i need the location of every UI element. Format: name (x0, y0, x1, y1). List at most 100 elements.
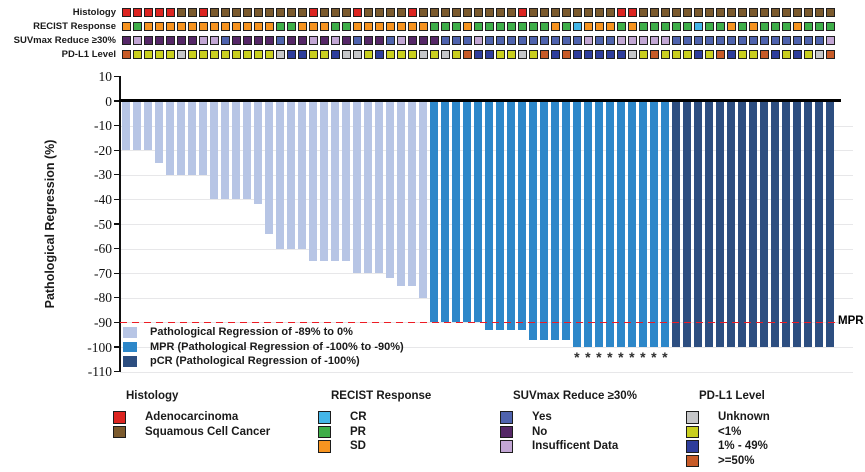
y-tick-label: -10 (94, 118, 112, 134)
waterfall-bar (506, 101, 516, 330)
waterfall-bar (429, 101, 439, 323)
annotation-square (209, 36, 219, 46)
annotation-square (682, 50, 692, 60)
annotation-square (462, 22, 472, 32)
annotation-square (572, 8, 582, 18)
annotation-square (451, 50, 461, 60)
waterfall-bar (220, 101, 230, 200)
annotation-square (308, 8, 318, 18)
waterfall-bar (187, 101, 197, 175)
y-axis-title: Pathological Regression (%) (43, 139, 57, 309)
waterfall-bar (132, 101, 142, 151)
annotation-square (825, 50, 835, 60)
annotation-square (297, 22, 307, 32)
legend-group-header: RECIST Response (331, 390, 432, 402)
annotation-square (121, 50, 131, 60)
annotation-square (143, 8, 153, 18)
annotation-square (539, 8, 549, 18)
annotation-square (583, 22, 593, 32)
annotation-square (583, 8, 593, 18)
annotation-square (143, 22, 153, 32)
annotation-square (440, 8, 450, 18)
annotation-square (715, 8, 725, 18)
annotation-square (462, 36, 472, 46)
waterfall-bar (594, 101, 604, 347)
annotation-square (561, 22, 571, 32)
waterfall-bar (660, 101, 670, 347)
annotation-square (682, 36, 692, 46)
annotation-square (429, 8, 439, 18)
waterfall-bar (297, 101, 307, 249)
waterfall-bar (495, 101, 505, 330)
annotation-square (605, 8, 615, 18)
asterisk-marker: * (574, 349, 580, 365)
waterfall-bar (275, 101, 285, 249)
annotation-square (737, 8, 747, 18)
y-tick-label: -60 (94, 241, 112, 257)
annotation-square (440, 22, 450, 32)
annotation-square (715, 22, 725, 32)
annotation-square (517, 8, 527, 18)
y-tick-mark (113, 75, 120, 78)
annotation-square (715, 50, 725, 60)
annotation-square (132, 8, 142, 18)
zero-baseline (119, 99, 841, 102)
annotation-square (176, 36, 186, 46)
annotation-square (814, 22, 824, 32)
annotation-square (748, 50, 758, 60)
annotation-square (352, 22, 362, 32)
annotation-square (418, 8, 428, 18)
annotation-square (704, 22, 714, 32)
annotation-square (484, 50, 494, 60)
waterfall-bar (583, 101, 593, 347)
annotation-square (495, 36, 505, 46)
asterisk-marker: * (662, 349, 668, 365)
annotation-square (352, 36, 362, 46)
annotation-square (418, 22, 428, 32)
waterfall-bar (341, 101, 351, 261)
annotation-square (594, 22, 604, 32)
waterfall-bar (286, 101, 296, 249)
legend-swatch (500, 440, 513, 453)
annotation-square (660, 22, 670, 32)
annotation-square (781, 50, 791, 60)
annotation-square (286, 22, 296, 32)
waterfall-bar (176, 101, 186, 175)
annotation-square (748, 36, 758, 46)
annotation-square (286, 50, 296, 60)
annotation-square (473, 22, 483, 32)
legend-item-label: SD (350, 440, 366, 452)
waterfall-bar (792, 101, 802, 347)
annotation-square (550, 50, 560, 60)
annotation-square (242, 50, 252, 60)
legend-swatch (686, 440, 699, 453)
annotation-square (352, 8, 362, 18)
annotation-square (396, 36, 406, 46)
annotation-square (209, 50, 219, 60)
annotation-square (484, 8, 494, 18)
annotation-square (264, 22, 274, 32)
waterfall-bar (473, 101, 483, 323)
annotation-square (308, 50, 318, 60)
annotation-square (825, 8, 835, 18)
y-tick-mark (113, 321, 120, 324)
annotation-square (220, 22, 230, 32)
annotation-square (264, 8, 274, 18)
annotation-square (759, 8, 769, 18)
legend-swatch (123, 341, 137, 352)
annotation-square (242, 22, 252, 32)
annotation-square (363, 8, 373, 18)
annotation-square (198, 50, 208, 60)
annotation-square (550, 36, 560, 46)
annotation-square (539, 36, 549, 46)
annotation-square (143, 50, 153, 60)
y-tick-mark (113, 149, 120, 151)
annotation-square (814, 8, 824, 18)
annotation-square (297, 50, 307, 60)
annotation-square (374, 8, 384, 18)
annotation-square (473, 36, 483, 46)
waterfall-bar (418, 101, 428, 298)
annotation-square (528, 50, 538, 60)
legend-swatch (318, 425, 331, 438)
waterfall-bar (308, 101, 318, 261)
